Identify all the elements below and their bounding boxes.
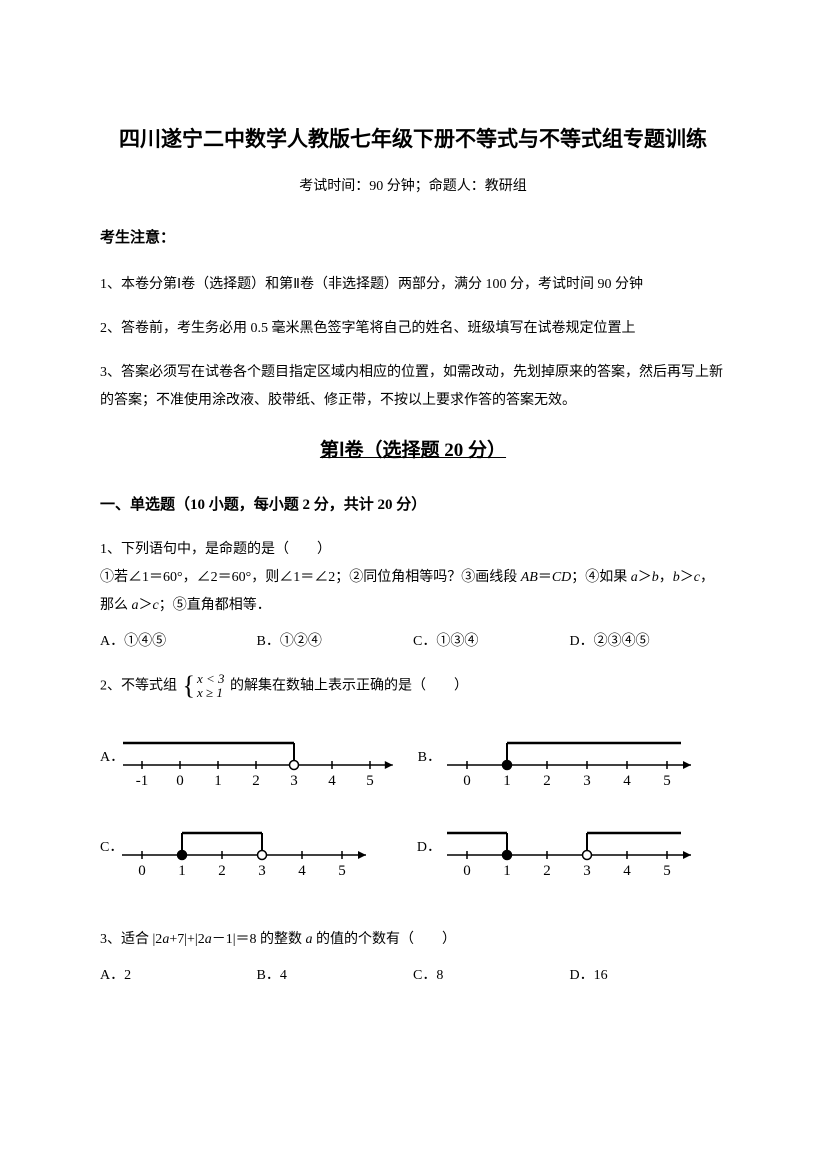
svg-text:-1: -1: [136, 773, 149, 789]
q1-opt-b: B．①②④: [257, 628, 414, 656]
q1-opt-a: A．①④⑤: [100, 628, 257, 656]
q1-eq: ＝: [538, 570, 552, 585]
svg-text:3: 3: [583, 863, 591, 879]
svg-text:4: 4: [298, 863, 306, 879]
q1-a2: a: [132, 598, 139, 613]
question-3: 3、适合 |2a+7|+|2a－1|＝8 的整数 a 的值的个数有（ ） A．2…: [100, 926, 726, 990]
q1-body-pre: ①若∠1＝60°，∠2＝60°，则∠1＝∠2；②同位角相等吗？③画线段: [100, 570, 521, 585]
q2-cell-b: B． 0 1 2 3 4 5: [413, 730, 726, 790]
q1-gt3: ＞: [139, 598, 153, 613]
svg-text:3: 3: [290, 773, 298, 789]
notice-1: 1、本卷分第Ⅰ卷（选择题）和第Ⅱ卷（非选择题）两部分，满分 100 分，考试时间…: [100, 271, 726, 299]
q1-post2: ；⑤直角都相等．: [159, 598, 271, 613]
svg-text:5: 5: [366, 773, 374, 789]
notice-3: 3、答案必须写在试卷各个题目指定区域内相应的位置，如需改动，先划掉原来的答案，然…: [100, 359, 726, 415]
q1-a: a: [631, 570, 638, 585]
svg-text:0: 0: [463, 863, 471, 879]
svg-text:2: 2: [543, 773, 551, 789]
svg-text:0: 0: [138, 863, 146, 879]
q2-ineq-2: x ≥ 1: [197, 686, 225, 700]
q2-brace-lines: x < 3 x ≥ 1: [195, 672, 225, 701]
q1-gt1: ＞: [638, 570, 652, 585]
numberline-d: 0 1 2 3 4 5: [447, 820, 707, 880]
q1-ab: AB: [521, 570, 538, 585]
q3-opt-b: B．4: [257, 962, 414, 990]
svg-text:1: 1: [178, 863, 186, 879]
q1-gt2: ＞: [680, 570, 694, 585]
q2-label-b: B．: [413, 744, 447, 790]
q3-pre: 3、适合 |2: [100, 932, 162, 947]
q2-ineq-1: x < 3: [197, 672, 225, 686]
numberline-b: 0 1 2 3 4 5: [447, 730, 707, 790]
q3-mid1: +7|+|2: [169, 932, 204, 947]
question-1: 1、下列语句中，是命题的是（ ） ①若∠1＝60°，∠2＝60°，则∠1＝∠2；…: [100, 536, 726, 656]
svg-text:1: 1: [214, 773, 222, 789]
page-title: 四川遂宁二中数学人教版七年级下册不等式与不等式组专题训练: [100, 120, 726, 160]
notice-2: 2、答卷前，考生务必用 0.5 毫米黑色签字笔将自己的姓名、班级填写在试卷规定位…: [100, 315, 726, 343]
svg-text:1: 1: [503, 863, 511, 879]
svg-text:3: 3: [583, 773, 591, 789]
exam-page: 四川遂宁二中数学人教版七年级下册不等式与不等式组专题训练 考试时间：90 分钟；…: [0, 0, 826, 1169]
section-header: 第Ⅰ卷（选择题 20 分）: [100, 433, 726, 469]
q2-cell-d: D． 0 1 2 3 4 5: [413, 820, 726, 880]
q1-comma: ，: [659, 570, 673, 585]
q1-stem: 1、下列语句中，是命题的是（ ）: [100, 536, 726, 564]
q2-diagrams: A． -1 0 1 2 3 4 5 B． 0 1 2 3 4 5 C． 0 1 2 3 4 5 D． 0 1 2 3 4…: [100, 730, 726, 910]
q3-opt-c: C．8: [413, 962, 570, 990]
q3-post: 的值的个数有（ ）: [313, 932, 457, 947]
q3-a3: a: [306, 932, 313, 947]
numberline-a: -1 0 1 2 3 4 5: [122, 730, 392, 790]
exam-subtitle: 考试时间：90 分钟；命题人：教研组: [100, 174, 726, 201]
svg-text:4: 4: [623, 863, 631, 879]
q2-brace-system: { x < 3 x ≥ 1: [183, 672, 225, 701]
q2-label-c: C．: [100, 834, 122, 880]
q1-b2: b: [673, 570, 680, 585]
notice-header: 考生注意：: [100, 224, 726, 253]
q3-opt-a: A．2: [100, 962, 257, 990]
q2-cell-c: C． 0 1 2 3 4 5: [100, 820, 413, 880]
svg-text:0: 0: [463, 773, 471, 789]
q1-cd: CD: [552, 570, 571, 585]
part-header: 一、单选题（10 小题，每小题 2 分，共计 20 分）: [100, 491, 726, 520]
svg-text:4: 4: [328, 773, 336, 789]
q2-stem-post: 的解集在数轴上表示正确的是（ ）: [230, 678, 468, 693]
svg-text:2: 2: [218, 863, 226, 879]
q1-options: A．①④⑤ B．①②④ C．①③④ D．②③④⑤: [100, 628, 726, 656]
brace-icon: {: [183, 673, 195, 699]
q3-opt-d: D．16: [570, 962, 727, 990]
q2-label-d: D．: [413, 834, 447, 880]
svg-text:5: 5: [338, 863, 346, 879]
q3-a2: a: [205, 932, 212, 947]
svg-text:5: 5: [663, 863, 671, 879]
q3-options: A．2 B．4 C．8 D．16: [100, 962, 726, 990]
q1-b: b: [652, 570, 659, 585]
numberline-c: 0 1 2 3 4 5: [122, 820, 382, 880]
q1-opt-d: D．②③④⑤: [570, 628, 727, 656]
q1-body: ①若∠1＝60°，∠2＝60°，则∠1＝∠2；②同位角相等吗？③画线段 AB＝C…: [100, 564, 726, 620]
q1-body-mid: ；④如果: [571, 570, 631, 585]
svg-text:1: 1: [503, 773, 511, 789]
svg-text:0: 0: [176, 773, 184, 789]
svg-text:5: 5: [663, 773, 671, 789]
q2-stem: 2、不等式组 { x < 3 x ≥ 1 的解集在数轴上表示正确的是（ ）: [100, 672, 726, 701]
q1-opt-c: C．①③④: [413, 628, 570, 656]
q2-cell-a: A． -1 0 1 2 3 4 5: [100, 730, 413, 790]
question-2: 2、不等式组 { x < 3 x ≥ 1 的解集在数轴上表示正确的是（ ） A．…: [100, 672, 726, 911]
q2-label-a: A．: [100, 744, 122, 790]
svg-text:2: 2: [543, 863, 551, 879]
q3-mid2: －1|＝8 的整数: [212, 932, 306, 947]
svg-text:3: 3: [258, 863, 266, 879]
svg-text:2: 2: [252, 773, 260, 789]
q3-stem: 3、适合 |2a+7|+|2a－1|＝8 的整数 a 的值的个数有（ ）: [100, 926, 726, 954]
svg-text:4: 4: [623, 773, 631, 789]
q2-stem-pre: 2、不等式组: [100, 678, 177, 693]
